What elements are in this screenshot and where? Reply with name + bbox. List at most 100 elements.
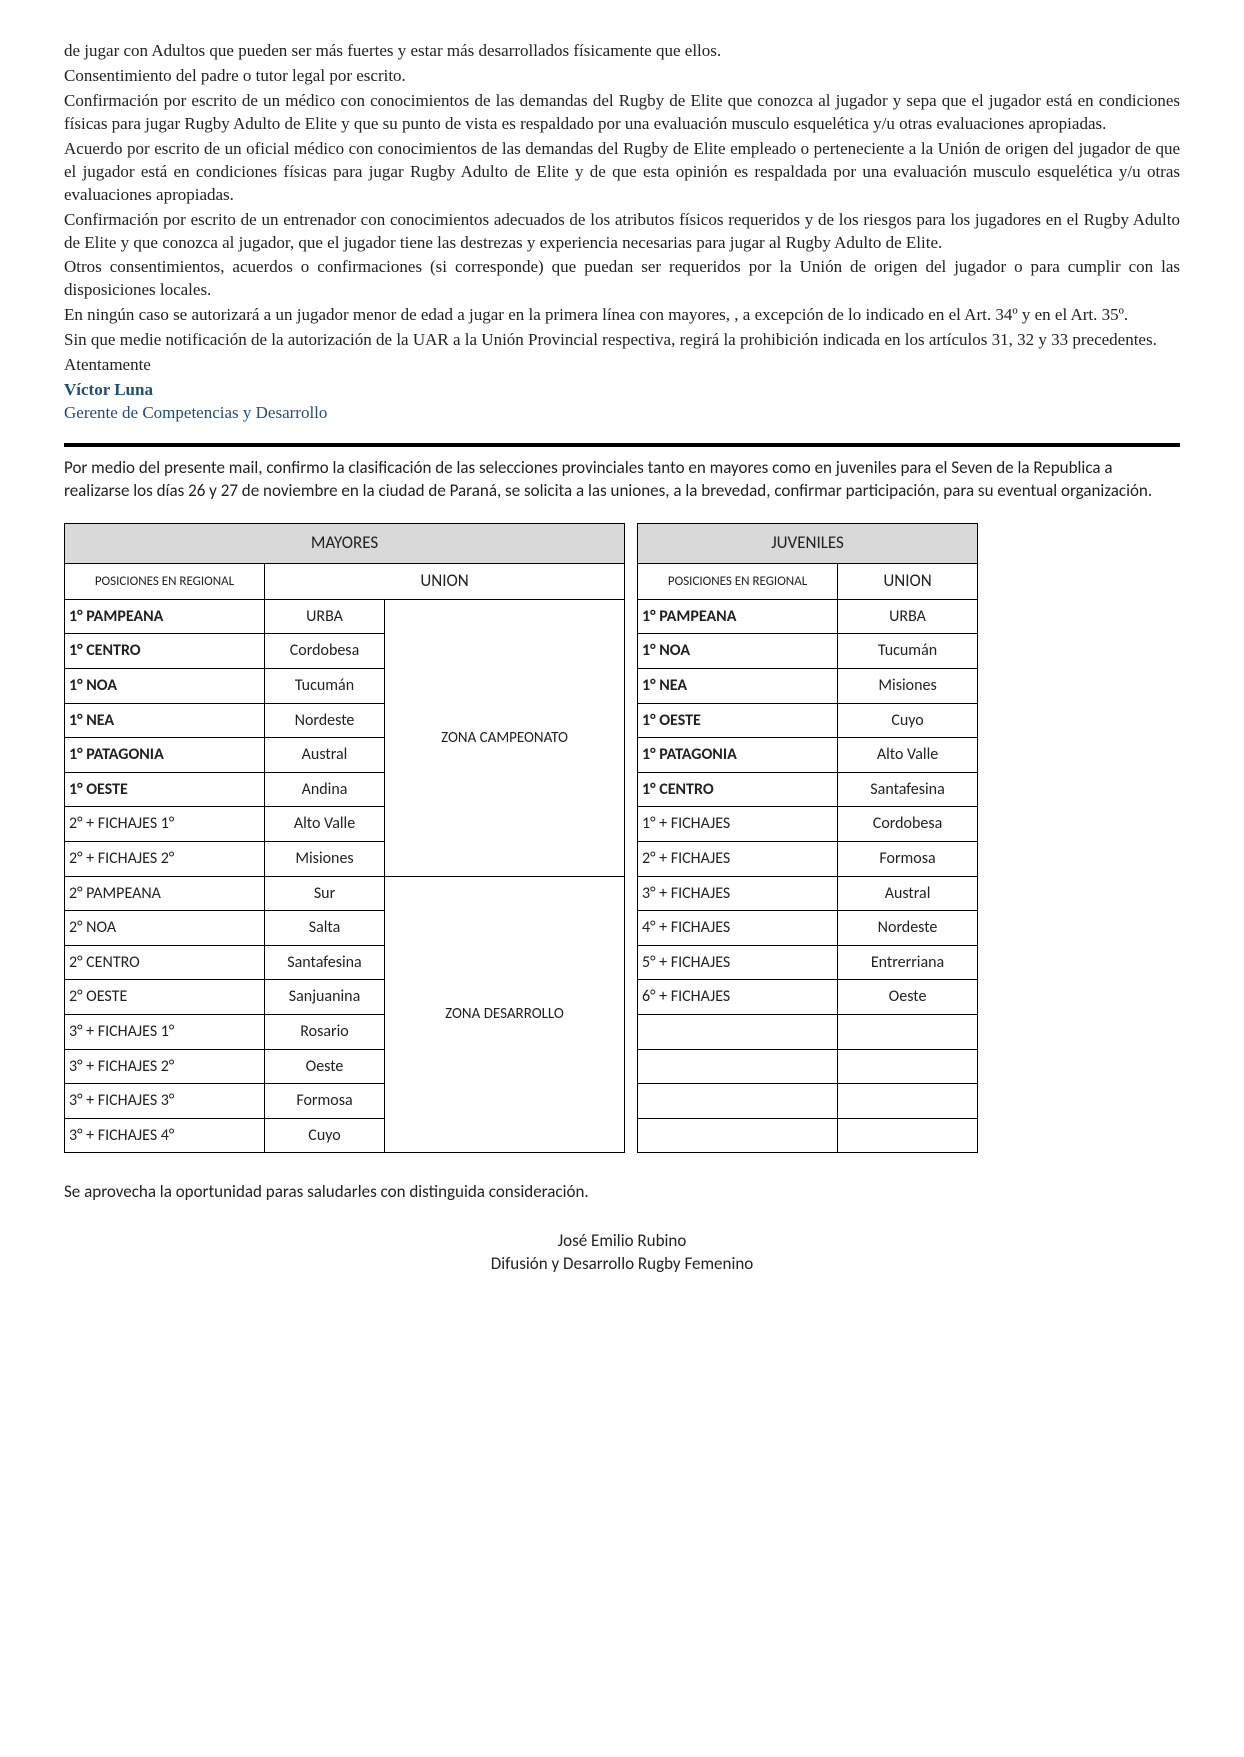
tables-container: MAYORESPOSICIONES EN REGIONALUNION1° PAM… xyxy=(64,523,1180,1153)
pos-cell: 1° OESTE xyxy=(65,772,265,807)
union-cell: Cordobesa xyxy=(265,634,385,669)
pos-cell: 1° NEA xyxy=(65,703,265,738)
signature-title: Gerente de Competencias y Desarrollo xyxy=(64,402,1180,425)
table-row: 1° PATAGONIAAlto Valle xyxy=(638,738,978,773)
union-cell: Nordeste xyxy=(838,911,978,946)
union-cell: Formosa xyxy=(838,841,978,876)
union-cell: Andina xyxy=(265,772,385,807)
body-paragraph: Consentimiento del padre o tutor legal p… xyxy=(64,65,1180,88)
union-cell: Alto Valle xyxy=(838,738,978,773)
union-cell: Alto Valle xyxy=(265,807,385,842)
pos-cell: 1° CENTRO xyxy=(638,772,838,807)
pos-cell xyxy=(638,1014,838,1049)
union-cell: Sanjuanina xyxy=(265,980,385,1015)
intro-paragraph: Por medio del presente mail, confirmo la… xyxy=(64,457,1180,503)
pos-cell: 1° + FICHAJES xyxy=(638,807,838,842)
pos-cell: 1° CENTRO xyxy=(65,634,265,669)
juveniles-table: JUVENILESPOSICIONES EN REGIONALUNION1° P… xyxy=(637,523,978,1153)
union-cell: Salta xyxy=(265,911,385,946)
union-cell: Sur xyxy=(265,876,385,911)
mayores-table: MAYORESPOSICIONES EN REGIONALUNION1° PAM… xyxy=(64,523,625,1153)
pos-cell: 1° OESTE xyxy=(638,703,838,738)
union-cell: Nordeste xyxy=(265,703,385,738)
table-row: 4° + FICHAJESNordeste xyxy=(638,911,978,946)
pos-cell: 3° + FICHAJES 1° xyxy=(65,1014,265,1049)
table-row: 1° NEAMisiones xyxy=(638,669,978,704)
pos-cell: 2° CENTRO xyxy=(65,945,265,980)
pos-cell: 3° + FICHAJES 4° xyxy=(65,1118,265,1153)
table-row xyxy=(638,1049,978,1084)
pos-cell: 2° PAMPEANA xyxy=(65,876,265,911)
table-row: 1° PAMPEANAURBAZONA CAMPEONATO xyxy=(65,599,625,634)
pos-cell: 1° PATAGONIA xyxy=(65,738,265,773)
union-cell: URBA xyxy=(838,599,978,634)
table-row: 3° + FICHAJESAustral xyxy=(638,876,978,911)
union-cell: Rosario xyxy=(265,1014,385,1049)
union-cell: Misiones xyxy=(265,841,385,876)
union-cell: Misiones xyxy=(838,669,978,704)
union-cell: Tucumán xyxy=(265,669,385,704)
pos-cell: 2° + FICHAJES 2° xyxy=(65,841,265,876)
pos-cell: 2° NOA xyxy=(65,911,265,946)
union-cell xyxy=(838,1049,978,1084)
pos-cell: 1° PATAGONIA xyxy=(638,738,838,773)
signature2-title: Difusión y Desarrollo Rugby Femenino xyxy=(64,1253,1180,1276)
divider xyxy=(64,443,1180,447)
table-row: 2° + FICHAJESFormosa xyxy=(638,841,978,876)
table-row xyxy=(638,1118,978,1153)
union-cell xyxy=(838,1118,978,1153)
union-cell xyxy=(838,1084,978,1119)
pos-cell: 3° + FICHAJES 2° xyxy=(65,1049,265,1084)
union-cell: Formosa xyxy=(265,1084,385,1119)
union-cell: Santafesina xyxy=(838,772,978,807)
pos-cell: 2° OESTE xyxy=(65,980,265,1015)
union-cell: Entrerriana xyxy=(838,945,978,980)
union-cell: Oeste xyxy=(838,980,978,1015)
pos-cell: 2° + FICHAJES xyxy=(638,841,838,876)
pos-cell: 1° NOA xyxy=(638,634,838,669)
union-cell xyxy=(838,1014,978,1049)
pos-cell: 1° NOA xyxy=(65,669,265,704)
table-row xyxy=(638,1084,978,1119)
union-cell: Oeste xyxy=(265,1049,385,1084)
table-row: 1° OESTECuyo xyxy=(638,703,978,738)
pos-cell: 5° + FICHAJES xyxy=(638,945,838,980)
pos-cell xyxy=(638,1084,838,1119)
table-row xyxy=(638,1014,978,1049)
table-row: 6° + FICHAJESOeste xyxy=(638,980,978,1015)
juveniles-title: JUVENILES xyxy=(638,523,978,563)
body-paragraph: Atentamente xyxy=(64,354,1180,377)
table-row: 5° + FICHAJESEntrerriana xyxy=(638,945,978,980)
union-cell: Cordobesa xyxy=(838,807,978,842)
table-row: 1° CENTROSantafesina xyxy=(638,772,978,807)
union-cell: Cuyo xyxy=(838,703,978,738)
union-cell: Austral xyxy=(265,738,385,773)
union-cell: Cuyo xyxy=(265,1118,385,1153)
body-paragraph: Confirmación por escrito de un entrenado… xyxy=(64,209,1180,255)
union-cell: Tucumán xyxy=(838,634,978,669)
pos-cell: 3° + FICHAJES xyxy=(638,876,838,911)
col-header-posiciones: POSICIONES EN REGIONAL xyxy=(65,563,265,599)
col-header-union: UNION xyxy=(265,563,625,599)
pos-cell: 3° + FICHAJES 3° xyxy=(65,1084,265,1119)
table-row: 1° NOATucumán xyxy=(638,634,978,669)
pos-cell xyxy=(638,1118,838,1153)
body-paragraph: de jugar con Adultos que pueden ser más … xyxy=(64,40,1180,63)
signature2-block: José Emilio Rubino Difusión y Desarrollo… xyxy=(64,1230,1180,1276)
pos-cell: 2° + FICHAJES 1° xyxy=(65,807,265,842)
table-row: 2° PAMPEANASurZONA DESARROLLO xyxy=(65,876,625,911)
pos-cell: 6° + FICHAJES xyxy=(638,980,838,1015)
pos-cell: 1° PAMPEANA xyxy=(638,599,838,634)
col-header-union: UNION xyxy=(838,563,978,599)
pos-cell: 4° + FICHAJES xyxy=(638,911,838,946)
union-cell: URBA xyxy=(265,599,385,634)
body-paragraph: Sin que medie notificación de la autoriz… xyxy=(64,329,1180,352)
body-paragraphs: de jugar con Adultos que pueden ser más … xyxy=(64,40,1180,377)
pos-cell: 1° PAMPEANA xyxy=(65,599,265,634)
zone-cell: ZONA CAMPEONATO xyxy=(385,599,625,876)
table-row: 1° + FICHAJESCordobesa xyxy=(638,807,978,842)
body-paragraph: Otros consentimientos, acuerdos o confir… xyxy=(64,256,1180,302)
pos-cell xyxy=(638,1049,838,1084)
pos-cell: 1° NEA xyxy=(638,669,838,704)
zone-cell: ZONA DESARROLLO xyxy=(385,876,625,1153)
